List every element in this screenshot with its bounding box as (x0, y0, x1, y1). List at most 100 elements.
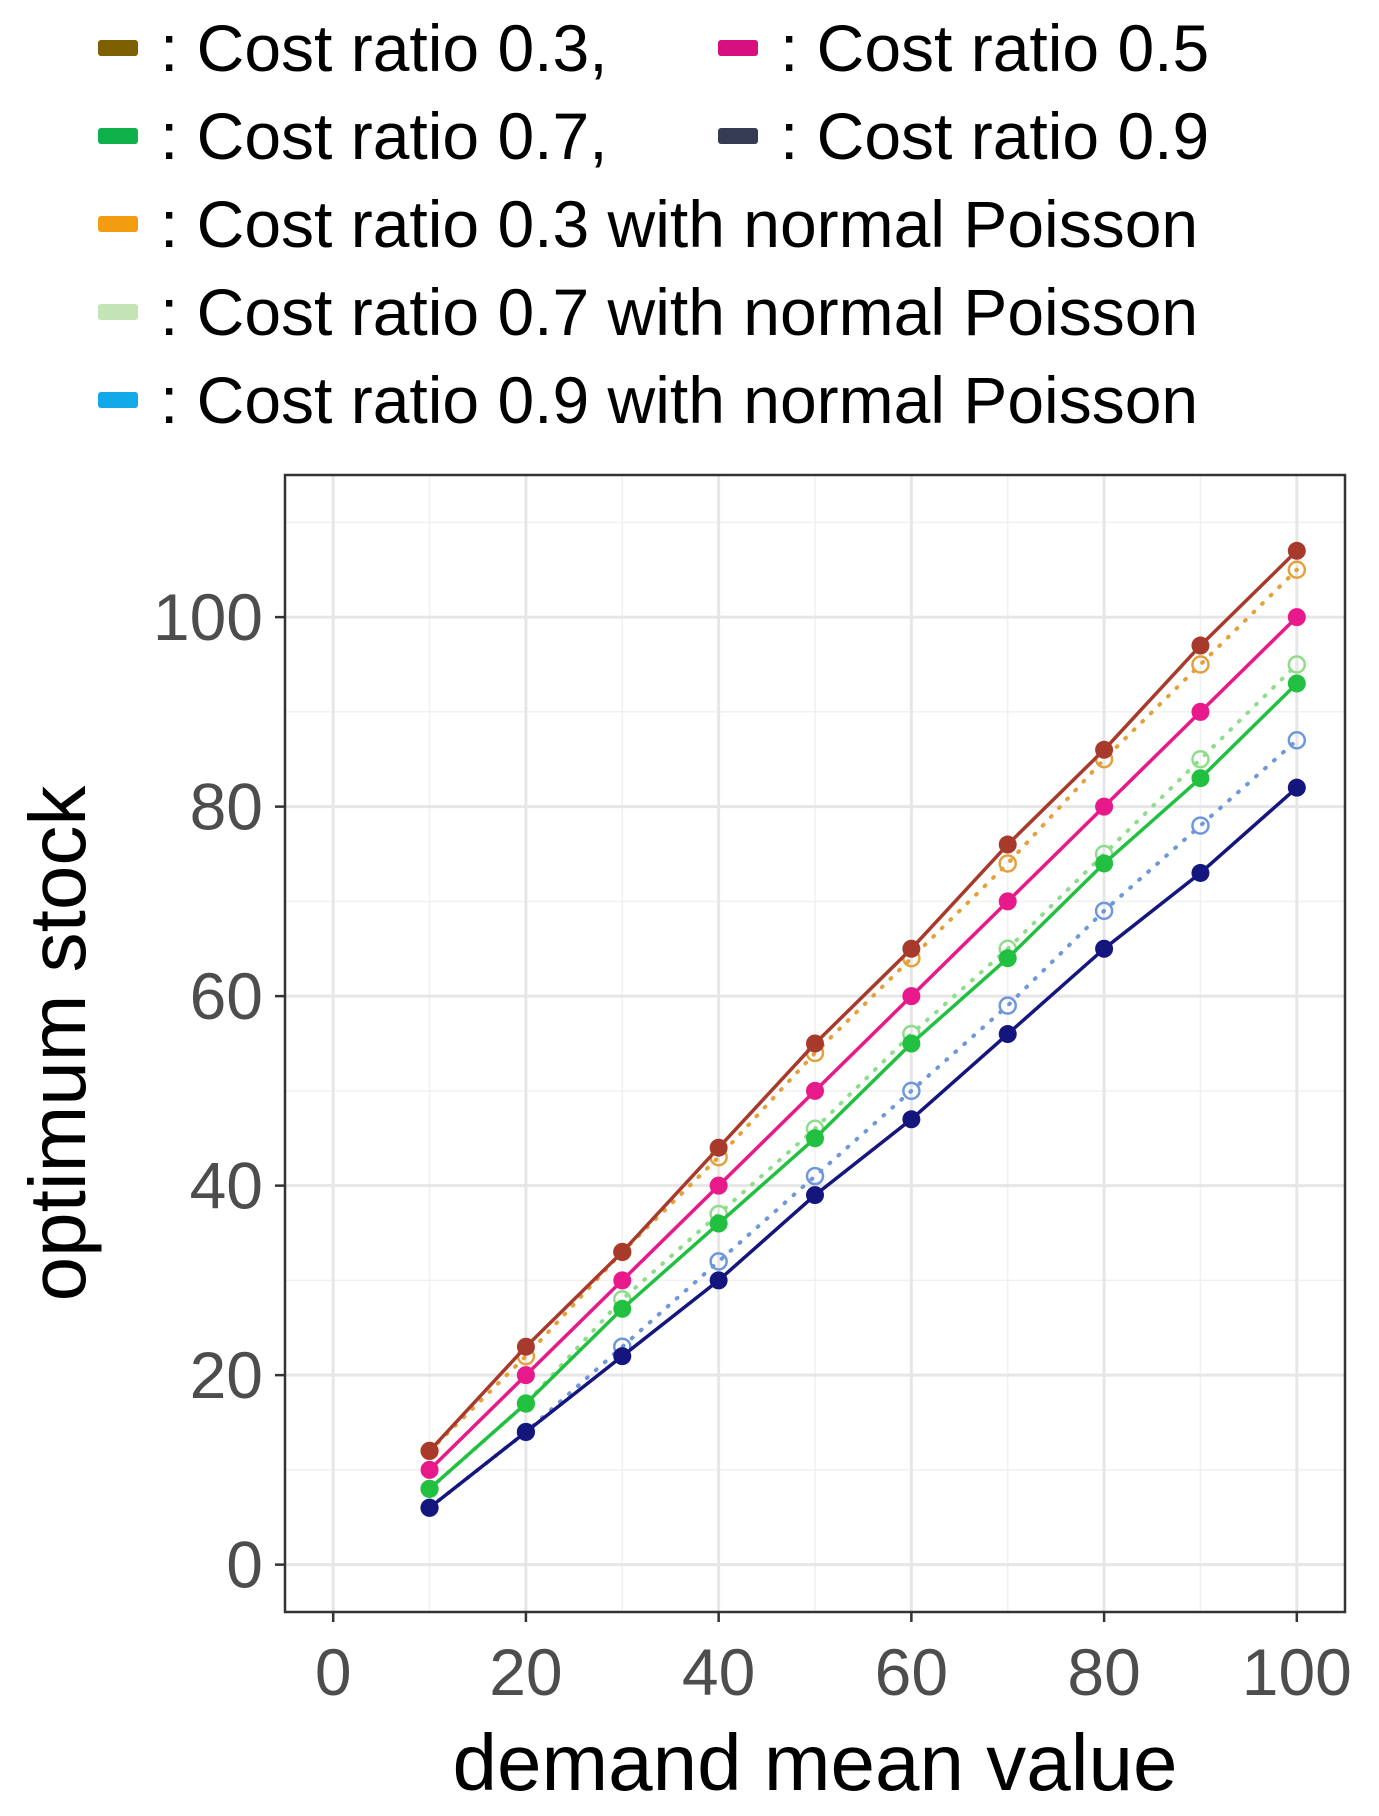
x-tick-label: 40 (682, 1635, 755, 1709)
series-line (427, 662, 1299, 1491)
data-point (516, 1422, 535, 1441)
data-point (613, 1242, 632, 1261)
x-tick-label: 100 (1242, 1635, 1352, 1709)
data-point (420, 1479, 439, 1498)
data-point (1095, 740, 1114, 759)
y-axis-label: optimum stock (13, 785, 102, 1302)
data-point (1287, 541, 1306, 560)
data-point (1287, 608, 1306, 627)
series-cost-ratio-0-3 (420, 541, 1306, 1460)
data-point (1095, 797, 1114, 816)
legend-swatch (718, 40, 758, 56)
data-point (806, 1186, 824, 1205)
legend-swatch (98, 40, 138, 56)
series-line (427, 681, 1299, 1491)
legend-swatch (98, 216, 138, 232)
data-point (420, 1498, 439, 1517)
series-line (427, 615, 1299, 1472)
data-point (1191, 816, 1210, 835)
legend-item-cost-0-9: : Cost ratio 0.9 (718, 96, 1209, 176)
y-tick-label: 60 (190, 959, 263, 1033)
data-point (709, 1138, 728, 1157)
data-point (516, 1394, 535, 1413)
legend-label: : Cost ratio 0.9 with normal Poisson (160, 363, 1199, 437)
data-point (998, 835, 1017, 854)
data-point (613, 1299, 632, 1318)
y-tick-label: 20 (190, 1338, 263, 1412)
data-point (1287, 731, 1307, 750)
series-layer (420, 541, 1307, 1518)
legend-label: : Cost ratio 0.9 (780, 99, 1210, 173)
legend-label: : Cost ratio 0.5 (780, 11, 1210, 85)
data-point (806, 1034, 824, 1053)
data-point (1191, 702, 1210, 721)
x-tick-label: 0 (315, 1635, 352, 1709)
data-point (1191, 769, 1210, 788)
data-point (420, 1460, 439, 1479)
x-tick-label: 20 (489, 1635, 562, 1709)
data-point (613, 1271, 632, 1290)
data-point (1191, 636, 1210, 655)
data-point (998, 949, 1017, 968)
data-point (998, 1025, 1017, 1044)
series-line (427, 785, 1299, 1510)
legend-item-cost-0-9-poisson: : Cost ratio 0.9 with normal Poisson (98, 360, 1198, 440)
data-point (1095, 854, 1114, 873)
axes: 0 20 40 60 80 100 0 20 40 60 80 100 demand mean valu… (13, 473, 1352, 1807)
legend-item-cost-0-7: : Cost ratio 0.7, (98, 96, 608, 176)
data-point (998, 892, 1017, 911)
data-point (516, 1366, 535, 1385)
legend-swatch (98, 128, 138, 144)
legend: : Cost ratio 0.3, : Cost ratio 0.5 : Cos… (0, 0, 1379, 440)
data-point (1191, 655, 1210, 674)
data-point (902, 1034, 921, 1053)
data-point (709, 1214, 728, 1233)
data-point (902, 939, 921, 958)
data-point (1191, 750, 1210, 769)
legend-swatch (718, 128, 758, 144)
data-point (613, 1347, 632, 1366)
y-tick-label: 40 (190, 1149, 263, 1223)
legend-item-cost-0-3: : Cost ratio 0.3, (98, 8, 608, 88)
data-point (1191, 863, 1210, 882)
data-point (420, 1441, 439, 1460)
data-point (998, 854, 1017, 873)
data-point (1094, 901, 1114, 921)
data-point (806, 1129, 824, 1148)
y-tick-label: 80 (190, 770, 263, 844)
gridlines (285, 475, 1345, 1612)
legend-item-cost-0-3-poisson: : Cost ratio 0.3 with normal Poisson (98, 184, 1198, 264)
data-point (1287, 560, 1307, 579)
legend-label: : Cost ratio 0.7, (160, 99, 608, 173)
data-point (709, 1176, 728, 1195)
legend-item-cost-0-5: : Cost ratio 0.5 (718, 8, 1209, 88)
data-point (1287, 778, 1306, 797)
legend-label: : Cost ratio 0.7 with normal Poisson (160, 275, 1199, 349)
y-tick-label: 100 (153, 580, 263, 654)
data-point (516, 1337, 535, 1356)
x-tick-label: 80 (1067, 1635, 1140, 1709)
data-point (709, 1271, 728, 1290)
data-point (902, 1110, 921, 1129)
x-axis-label: demand mean value (453, 1718, 1178, 1807)
series-line (427, 567, 1299, 1453)
legend-swatch (98, 392, 138, 408)
data-point (1095, 939, 1114, 958)
x-tick-label: 60 (875, 1635, 948, 1709)
series-cost-ratio-0-9 (420, 778, 1306, 1517)
legend-item-cost-0-7-poisson: : Cost ratio 0.7 with normal Poisson (98, 272, 1198, 352)
y-tick-label: 0 (226, 1528, 263, 1602)
data-point (902, 987, 921, 1006)
legend-label: : Cost ratio 0.3 with normal Poisson (160, 187, 1199, 261)
series-line (427, 549, 1299, 1453)
data-point (1287, 655, 1307, 674)
data-point (709, 1252, 728, 1271)
data-point (805, 1166, 825, 1186)
data-point (902, 1081, 921, 1101)
data-point (1287, 674, 1306, 693)
legend-swatch (98, 304, 138, 320)
panel-border (283, 473, 1347, 1614)
legend-label: : Cost ratio 0.3, (160, 11, 608, 85)
series-cost-ratio-0-5 (420, 608, 1306, 1479)
